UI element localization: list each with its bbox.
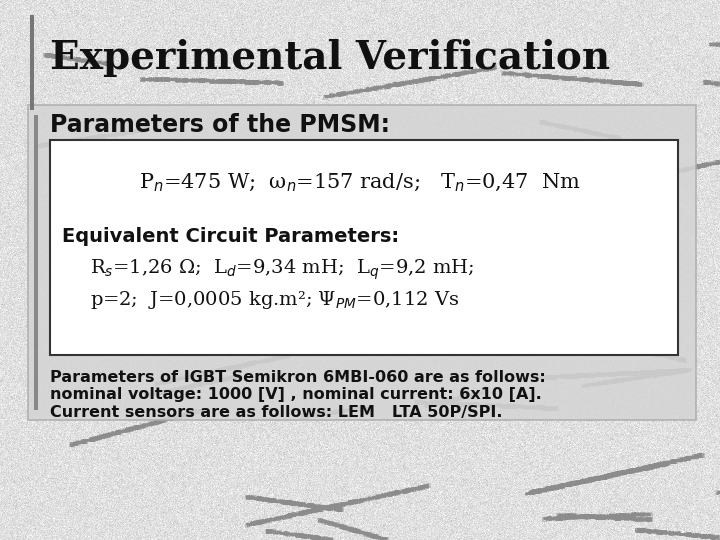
Text: nominal voltage: 1000 [V] , nominal current: 6x10 [A].: nominal voltage: 1000 [V] , nominal curr…: [50, 388, 541, 402]
Bar: [28, 105, 696, 420]
Bar: [34, 115, 38, 410]
Text: Parameters of the PMSM:: Parameters of the PMSM:: [50, 113, 390, 137]
Bar: [30, 15, 34, 110]
Text: p=2;  J=0,0005 kg.m²; Ψ$_{PM}$=0,112 Vs: p=2; J=0,0005 kg.m²; Ψ$_{PM}$=0,112 Vs: [90, 289, 459, 311]
Text: P$_n$=475 W;  ω$_n$=157 rad/s;   T$_n$=0,47  Nm: P$_n$=475 W; ω$_n$=157 rad/s; T$_n$=0,47…: [139, 172, 581, 194]
Text: Parameters of IGBT Semikron 6MBI-060 are as follows:: Parameters of IGBT Semikron 6MBI-060 are…: [50, 369, 546, 384]
Text: Experimental Verification: Experimental Verification: [50, 39, 610, 77]
Text: R$_s$=1,26 Ω;  L$_d$=9,34 mH;  L$_q$=9,2 mH;: R$_s$=1,26 Ω; L$_d$=9,34 mH; L$_q$=9,2 m…: [90, 258, 474, 282]
Text: Equivalent Circuit Parameters:: Equivalent Circuit Parameters:: [62, 227, 399, 246]
Bar: [50, 140, 678, 355]
Text: Current sensors are as follows: LEM   LTA 50P/SPI.: Current sensors are as follows: LEM LTA …: [50, 404, 503, 420]
